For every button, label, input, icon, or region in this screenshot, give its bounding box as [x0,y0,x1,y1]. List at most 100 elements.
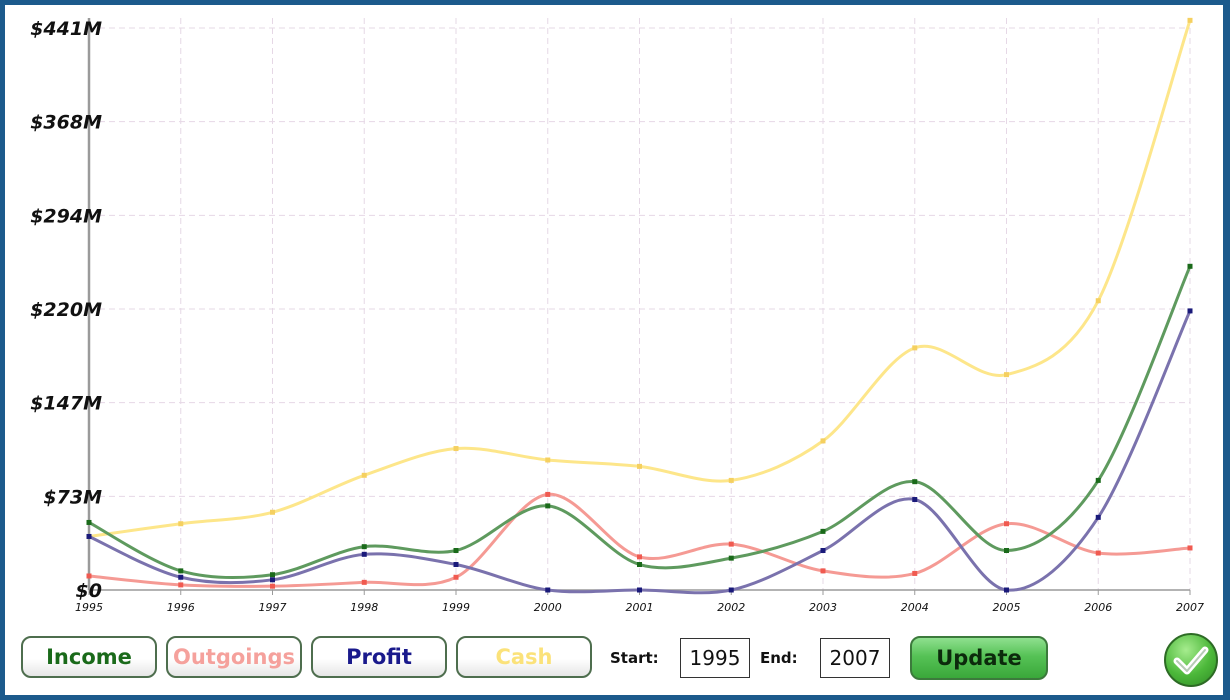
data-point [545,503,551,509]
data-point [361,579,367,585]
chart-frame [5,5,1223,695]
outgoings-button[interactable]: Outgoings [166,636,302,678]
income-button-label: Income [46,645,132,669]
data-point [637,463,642,469]
income-button[interactable]: Income [21,636,157,678]
data-point [1187,545,1193,551]
data-point [637,562,642,568]
grid [87,18,1191,595]
data-point [728,541,734,547]
data-point [1187,308,1193,314]
outgoings-button-label: Outgoings [173,645,295,669]
y-tick-label: $220M [30,299,102,321]
data-point [178,582,184,588]
data-point [453,562,459,568]
series-line [88,265,1192,579]
series-group [86,17,1193,595]
x-tick-label: 2000 [534,601,562,614]
data-point [361,472,367,478]
series-cash [86,17,1193,539]
data-point [1004,372,1009,378]
cash-button-label: Cash [495,645,553,669]
cash-button[interactable]: Cash [456,636,592,678]
data-point [1095,477,1101,483]
data-point [1004,521,1009,527]
data-point [270,509,275,515]
update-button[interactable]: Update [910,636,1048,680]
y-tick-label: $294M [30,205,102,227]
data-point [1004,587,1009,593]
series-line [88,310,1192,595]
data-point [270,583,275,589]
x-tick-label: 2003 [809,601,837,614]
data-point [912,479,918,485]
x-tick-label: 2001 [626,601,654,614]
data-point [912,497,918,503]
y-tick-label: $441M [30,18,102,40]
data-point [637,587,642,593]
data-point [820,438,826,444]
x-tick-label: 1995 [75,601,103,614]
data-point [1095,550,1101,556]
data-point [820,547,826,553]
profit-button[interactable]: Profit [311,636,447,678]
start-year-field[interactable]: 1995 [680,638,750,678]
update-button-label: Update [936,646,1022,670]
data-point [453,574,459,580]
data-point [1095,514,1101,520]
data-point [86,519,92,525]
data-point [178,568,184,574]
x-tick-label: 2005 [993,601,1021,614]
data-point [545,457,551,463]
x-tick-label: 2002 [717,601,745,614]
data-point [820,528,826,534]
data-point [820,568,826,574]
data-point [1187,17,1193,23]
x-tick-label: 2004 [901,601,929,614]
profit-button-label: Profit [346,645,412,669]
data-point [86,573,92,579]
data-point [361,551,367,557]
data-point [912,570,918,576]
series-profit [86,308,1193,595]
data-point [545,587,551,593]
start-label: Start: [610,649,659,667]
x-axis-labels: 1995 1996 1997 1998 1999 2000 2001 2002 2003 2004… [75,601,1204,614]
series-line [88,19,1192,538]
data-point [453,547,459,553]
data-point [728,587,734,593]
x-tick-label: 2006 [1084,601,1112,614]
y-tick-label: $73M [43,486,102,508]
series-outgoings [86,491,1193,589]
data-point [728,555,734,561]
checkmark-icon[interactable] [1164,633,1218,687]
x-tick-label: 1996 [167,601,195,614]
x-tick-label: 1998 [350,601,378,614]
data-point [545,491,551,497]
data-point [270,572,275,578]
checkmark-glyph [1173,646,1209,675]
data-point [912,345,918,351]
end-year-field[interactable]: 2007 [820,638,890,678]
data-point [178,521,184,527]
data-point [1187,263,1193,269]
y-tick-label: $0 [76,580,102,602]
series-income [86,263,1193,579]
x-tick-label: 1999 [442,601,470,614]
data-point [637,554,642,560]
data-point [728,477,734,483]
line-chart: $0 $73M $147M $220M $294M $368M $441M 1995 1996… [30,17,1204,614]
data-point [270,577,275,583]
data-point [361,544,367,550]
y-tick-label: $147M [30,393,102,415]
data-point [178,574,184,580]
x-tick-label: 2007 [1176,601,1204,614]
data-point [86,533,92,539]
data-point [1004,547,1009,553]
y-axis-labels: $0 $73M $147M $220M $294M $368M $441M [30,18,102,602]
data-point [1095,298,1101,304]
y-tick-label: $368M [30,112,102,134]
data-point [453,446,459,452]
end-label: End: [760,649,798,667]
x-tick-label: 1997 [259,601,287,614]
